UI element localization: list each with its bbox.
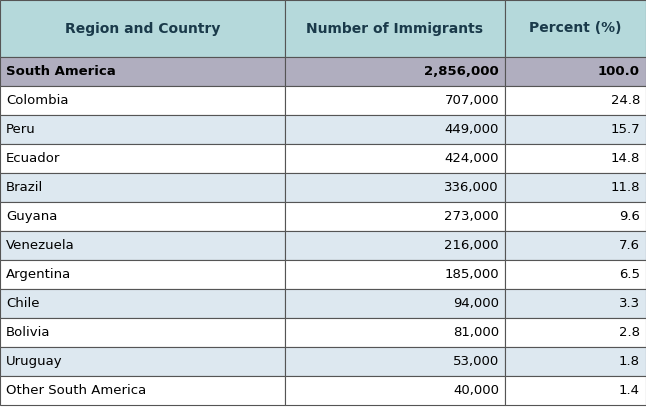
Text: 40,000: 40,000: [453, 384, 499, 397]
Text: 707,000: 707,000: [444, 94, 499, 107]
Text: Percent (%): Percent (%): [529, 22, 621, 36]
Bar: [285, 115, 505, 144]
Text: Bolivia: Bolivia: [6, 326, 50, 339]
Bar: [0, 144, 285, 173]
Bar: [505, 289, 646, 318]
Text: South America: South America: [6, 65, 116, 78]
Text: Uruguay: Uruguay: [6, 355, 63, 368]
Bar: [505, 57, 646, 86]
Bar: [0, 115, 285, 144]
Text: 9.6: 9.6: [619, 210, 640, 223]
Bar: [505, 144, 646, 173]
Bar: [0, 231, 285, 260]
Bar: [285, 347, 505, 376]
Text: Colombia: Colombia: [6, 94, 68, 107]
Text: 53,000: 53,000: [453, 355, 499, 368]
Bar: [505, 115, 646, 144]
Bar: [0, 347, 285, 376]
Bar: [0, 173, 285, 202]
Text: 449,000: 449,000: [444, 123, 499, 136]
Bar: [0, 376, 285, 405]
Text: 336,000: 336,000: [444, 181, 499, 194]
Text: 185,000: 185,000: [444, 268, 499, 281]
Text: 15.7: 15.7: [610, 123, 640, 136]
Text: 2,856,000: 2,856,000: [424, 65, 499, 78]
Text: 1.8: 1.8: [619, 355, 640, 368]
Bar: [285, 0, 505, 57]
Text: 273,000: 273,000: [444, 210, 499, 223]
Bar: [505, 318, 646, 347]
Text: Other South America: Other South America: [6, 384, 146, 397]
Text: Ecuador: Ecuador: [6, 152, 60, 165]
Text: 94,000: 94,000: [453, 297, 499, 310]
Bar: [285, 289, 505, 318]
Text: Venezuela: Venezuela: [6, 239, 75, 252]
Text: 6.5: 6.5: [619, 268, 640, 281]
Text: Brazil: Brazil: [6, 181, 43, 194]
Bar: [0, 202, 285, 231]
Bar: [505, 202, 646, 231]
Bar: [285, 173, 505, 202]
Bar: [0, 318, 285, 347]
Text: 81,000: 81,000: [453, 326, 499, 339]
Bar: [285, 231, 505, 260]
Text: 424,000: 424,000: [444, 152, 499, 165]
Text: 2.8: 2.8: [619, 326, 640, 339]
Text: Chile: Chile: [6, 297, 39, 310]
Text: 1.4: 1.4: [619, 384, 640, 397]
Bar: [505, 173, 646, 202]
Bar: [505, 231, 646, 260]
Text: Peru: Peru: [6, 123, 36, 136]
Bar: [505, 86, 646, 115]
Bar: [505, 347, 646, 376]
Text: Guyana: Guyana: [6, 210, 57, 223]
Bar: [285, 376, 505, 405]
Bar: [505, 260, 646, 289]
Bar: [285, 86, 505, 115]
Text: 100.0: 100.0: [598, 65, 640, 78]
Bar: [505, 0, 646, 57]
Bar: [285, 260, 505, 289]
Text: 3.3: 3.3: [619, 297, 640, 310]
Bar: [285, 144, 505, 173]
Bar: [285, 57, 505, 86]
Text: 11.8: 11.8: [610, 181, 640, 194]
Bar: [285, 318, 505, 347]
Text: Argentina: Argentina: [6, 268, 71, 281]
Text: Region and Country: Region and Country: [65, 22, 220, 36]
Text: 216,000: 216,000: [444, 239, 499, 252]
Bar: [285, 202, 505, 231]
Bar: [0, 0, 285, 57]
Bar: [0, 289, 285, 318]
Text: 7.6: 7.6: [619, 239, 640, 252]
Bar: [505, 376, 646, 405]
Bar: [0, 86, 285, 115]
Text: 24.8: 24.8: [610, 94, 640, 107]
Text: Number of Immigrants: Number of Immigrants: [306, 22, 483, 36]
Text: 14.8: 14.8: [610, 152, 640, 165]
Bar: [0, 57, 285, 86]
Bar: [0, 260, 285, 289]
